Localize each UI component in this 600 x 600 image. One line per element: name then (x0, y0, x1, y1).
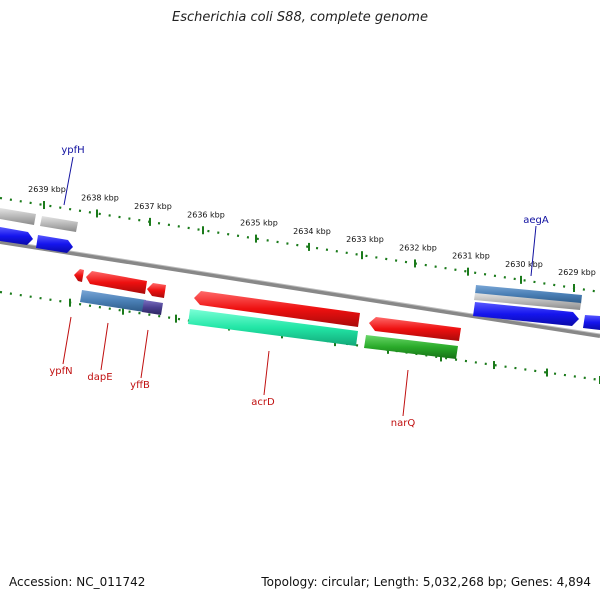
tick-label: 2631 kbp (452, 252, 490, 261)
leader-line-ypfH (63, 156, 74, 206)
gene-label-yffB[interactable]: yffB (130, 380, 150, 391)
map-title: Escherichia coli S88, complete genome (172, 10, 428, 25)
gene-arrow-reverse-teal[interactable] (188, 309, 358, 346)
tick-label: 2637 kbp (134, 202, 172, 211)
gene-arrow-reverse-red[interactable] (194, 291, 360, 327)
tick-label: 2638 kbp (81, 193, 119, 202)
gene-label-acrD[interactable]: acrD (251, 397, 275, 408)
tick-label: 2634 kbp (293, 227, 331, 236)
gene-arrow-reverse-red[interactable] (86, 271, 147, 294)
tick-label: 2633 kbp (346, 235, 384, 244)
gene-arrow-reverse-green[interactable] (364, 335, 458, 359)
genes-text: Genes: 4,894 (503, 575, 591, 589)
gene-arrow-forward-blue[interactable] (36, 235, 73, 253)
reverse-tick-track (0, 290, 600, 382)
gene-arrow-forward-blue[interactable] (583, 315, 600, 330)
gene-label-ypfN[interactable]: ypfN (49, 366, 72, 377)
gene-arrow-reverse-red[interactable] (147, 283, 166, 298)
tick-label: 2635 kbp (240, 219, 278, 228)
gene-arrow-forward-grey[interactable] (0, 208, 36, 225)
genome-stats: Topology: circularLength: 5,032,268 bpGe… (261, 575, 591, 589)
gene-label-dapE[interactable]: dapE (87, 372, 112, 383)
gene-arrow-forward-blue[interactable] (473, 302, 579, 326)
gene-arrow-reverse-purple[interactable] (142, 300, 163, 315)
leader-line-yffB (140, 329, 149, 379)
backbone-line (0, 240, 600, 338)
leader-line-narQ (402, 369, 409, 417)
tick-label: 2629 kbp (558, 268, 596, 277)
leader-line-aegA (530, 225, 537, 277)
tick-label: 2630 kbp (505, 260, 543, 269)
gene-arrow-forward-blue[interactable] (0, 227, 33, 245)
gene-label-aegA[interactable]: aegA (523, 215, 549, 226)
topology-text: Topology: circular (261, 575, 366, 589)
gene-label-narQ[interactable]: narQ (391, 418, 416, 429)
gene-arrow-reverse-red[interactable] (369, 317, 461, 341)
gene-arrow-forward-steel[interactable] (475, 285, 582, 304)
leader-line-dapE (100, 322, 109, 371)
length-text: Length: 5,032,268 bp (366, 575, 503, 589)
gene-arrow-reverse-steel[interactable] (80, 290, 146, 312)
gene-arrow-reverse-red[interactable] (74, 269, 84, 282)
gene-label-ypfH[interactable]: ypfH (61, 145, 84, 156)
tick-label: 2632 kbp (399, 243, 437, 252)
tick-label: 2639 kbp (28, 185, 66, 194)
gene-arrow-forward-grey[interactable] (474, 293, 581, 310)
gene-arrow-forward-grey[interactable] (40, 216, 78, 232)
tick-label: 2636 kbp (187, 210, 225, 219)
accession-text: Accession: NC_011742 (9, 575, 146, 589)
leader-line-acrD (263, 350, 270, 396)
leader-line-ypfN (62, 316, 72, 365)
